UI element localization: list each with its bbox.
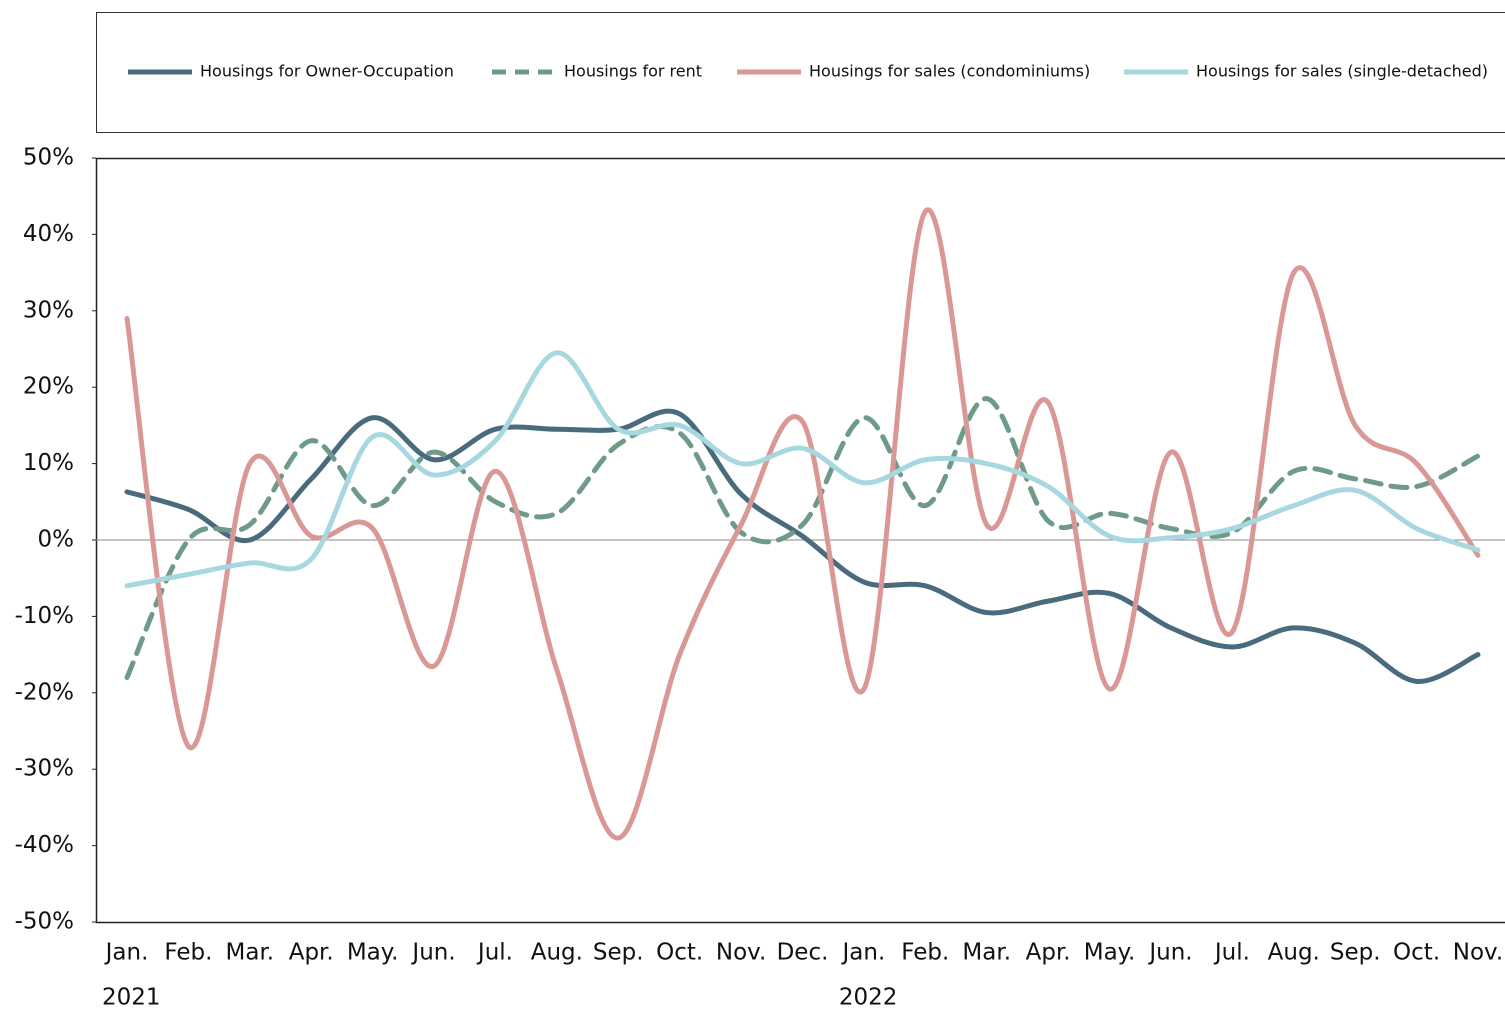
x-tick-label: Aug. xyxy=(1268,940,1320,966)
x-tick-label: May. xyxy=(1084,940,1136,966)
x-tick-label: Nov. xyxy=(716,940,766,966)
y-tick-label: -40% xyxy=(15,832,74,858)
x-tick-label: Jan. xyxy=(841,940,886,966)
legend-label: Housings for Owner-Occupation xyxy=(200,62,454,81)
x-group-label: 2022 xyxy=(839,985,898,1011)
x-tick-label: Aug. xyxy=(531,940,583,966)
y-tick-label: -30% xyxy=(15,756,74,782)
legend-label: Housings for sales (condominiums) xyxy=(809,62,1090,81)
y-tick-label: 0% xyxy=(38,527,75,553)
y-tick-label: -50% xyxy=(15,909,74,935)
series-line xyxy=(124,207,1481,841)
x-tick-label: Mar. xyxy=(226,940,275,966)
x-tick-label: Apr. xyxy=(289,940,334,966)
legend-label: Housings for sales (single-detached) xyxy=(1196,62,1488,81)
x-tick-label: Mar. xyxy=(962,940,1011,966)
x-group-label: 2021 xyxy=(102,985,161,1011)
series-line xyxy=(124,408,1481,684)
x-tick-label: Jul. xyxy=(1213,940,1250,966)
x-tick-label: Feb. xyxy=(901,940,949,966)
x-tick-label: Oct. xyxy=(656,940,703,966)
y-tick-label: 50% xyxy=(23,145,74,171)
x-tick-label: Sep. xyxy=(593,940,644,966)
y-tick-label: 30% xyxy=(23,297,74,323)
x-tick-label: Dec. xyxy=(777,940,829,966)
series-line xyxy=(124,350,1481,589)
y-tick-label: -10% xyxy=(15,603,74,629)
x-tick-label: Apr. xyxy=(1026,940,1071,966)
y-tick-label: 10% xyxy=(23,450,74,476)
x-tick-label: Jun. xyxy=(410,940,455,966)
x-tick-label: May. xyxy=(347,940,399,966)
x-tick-label: Feb. xyxy=(164,940,212,966)
x-tick-label: Oct. xyxy=(1393,940,1440,966)
y-tick-label: -20% xyxy=(15,679,74,705)
x-tick-label: Nov. xyxy=(1453,940,1503,966)
x-tick-label: Jun. xyxy=(1147,940,1192,966)
x-tick-label: Sep. xyxy=(1330,940,1381,966)
x-tick-label: Jan. xyxy=(104,940,149,966)
legend-box xyxy=(96,12,1505,133)
x-tick-label: Jul. xyxy=(476,940,513,966)
y-tick-label: 20% xyxy=(23,374,74,400)
legend-label: Housings for rent xyxy=(564,62,702,81)
series-line xyxy=(124,396,1481,681)
y-tick-label: 40% xyxy=(23,221,74,247)
